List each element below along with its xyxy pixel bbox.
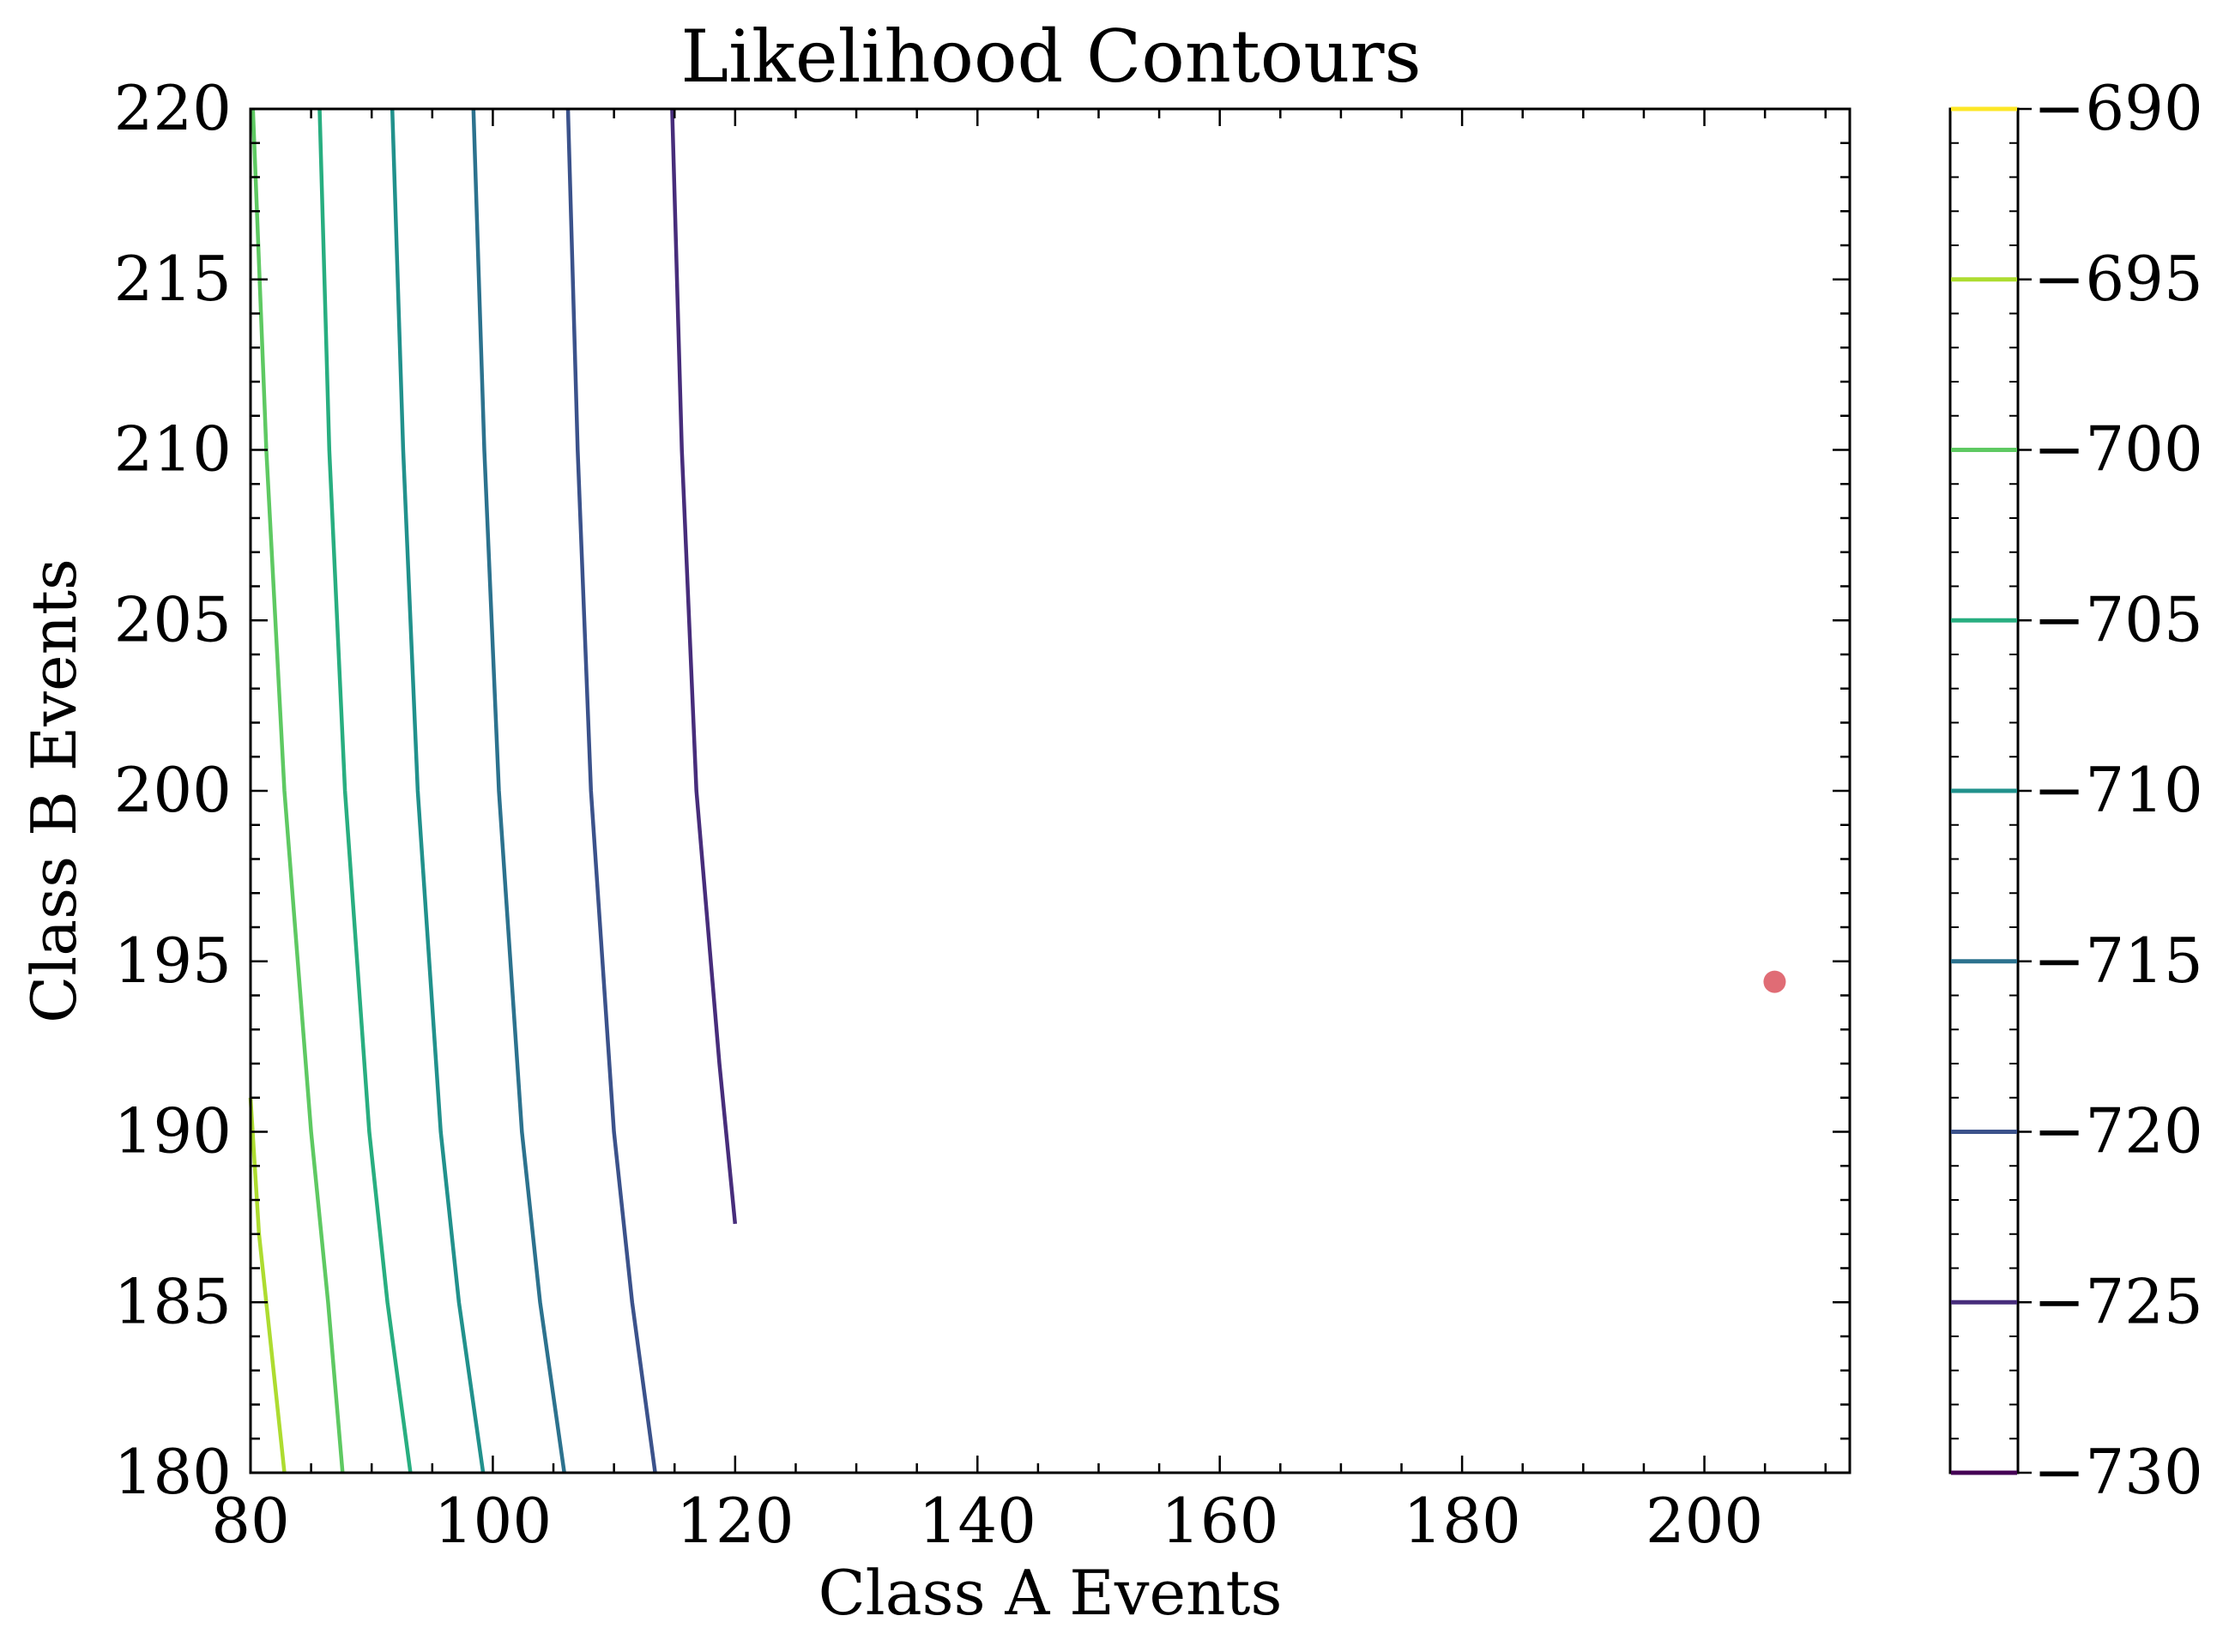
x-tick-label: 160 [1161, 1485, 1278, 1557]
colorbar-tick-label: −700 [2033, 413, 2203, 485]
plot-frame [249, 107, 1851, 1474]
colorbar-tick-label: −710 [2033, 754, 2203, 826]
contour-line-695 [248, 1097, 287, 1474]
contour-line-725 [670, 108, 738, 1225]
x-axis: 80 100 120 140 160 180 200 [211, 109, 1827, 1557]
y-tick-label: 195 [114, 925, 232, 997]
contour-line-720 [565, 108, 657, 1474]
x-axis-label: Class A Events [818, 1557, 1283, 1629]
contour-line-715 [471, 108, 566, 1474]
colorbar-tick-label: −730 [2033, 1436, 2203, 1508]
y-tick-label: 200 [114, 754, 232, 826]
x-tick-label: 140 [919, 1485, 1036, 1557]
y-tick-label: 215 [114, 243, 232, 315]
y-axis: 180 185 190 195 200 205 210 215 220 [114, 72, 1850, 1508]
x-tick-label: 100 [434, 1485, 552, 1557]
colorbar-tick-label: −695 [2033, 243, 2203, 315]
colorbar-tick-label: −690 [2033, 72, 2203, 144]
y-tick-label: 180 [114, 1436, 232, 1508]
best-fit-marker [1763, 970, 1786, 993]
x-tick-label: 180 [1403, 1485, 1520, 1557]
colorbar: −690 −695 −700 −705 −710 −715 −720 −725 −730 [1948, 72, 2203, 1508]
y-tick-label: 190 [114, 1095, 232, 1167]
y-axis-label: Class B Events [18, 558, 90, 1023]
colorbar-tick-label: −725 [2033, 1265, 2203, 1337]
x-tick-label: 80 [211, 1485, 290, 1557]
y-tick-label: 220 [114, 72, 232, 144]
colorbar-tick-label: −715 [2033, 925, 2203, 997]
y-tick-label: 185 [114, 1265, 232, 1337]
chart-title: Likelihood Contours [680, 15, 1421, 99]
colorbar-ticks: −690 −695 −700 −705 −710 −715 −720 −725 −730 [1950, 72, 2203, 1508]
contour-line-710 [390, 108, 486, 1474]
x-tick-label: 200 [1646, 1485, 1763, 1557]
y-tick-label: 205 [114, 583, 232, 655]
x-tick-label: 120 [676, 1485, 794, 1557]
colorbar-tick-label: −705 [2033, 583, 2203, 655]
plot-area [248, 108, 1786, 1474]
contour-line-705 [317, 108, 413, 1474]
y-tick-label: 210 [114, 413, 232, 485]
contour-line-700 [251, 108, 345, 1474]
colorbar-tick-label: −720 [2033, 1095, 2203, 1167]
